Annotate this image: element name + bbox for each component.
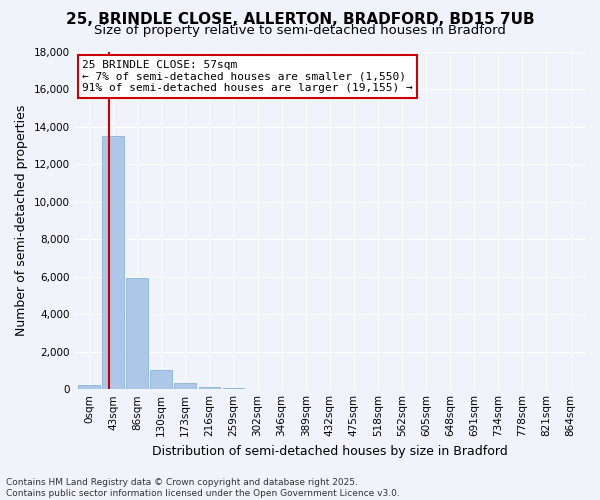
Y-axis label: Number of semi-detached properties: Number of semi-detached properties (15, 104, 28, 336)
X-axis label: Distribution of semi-detached houses by size in Bradford: Distribution of semi-detached houses by … (152, 444, 508, 458)
Bar (223, 388, 244, 389)
Bar (78, 386, 100, 389)
Bar (151, 370, 172, 389)
Text: 25, BRINDLE CLOSE, ALLERTON, BRADFORD, BD15 7UB: 25, BRINDLE CLOSE, ALLERTON, BRADFORD, B… (65, 12, 535, 28)
Text: 25 BRINDLE CLOSE: 57sqm
← 7% of semi-detached houses are smaller (1,550)
91% of : 25 BRINDLE CLOSE: 57sqm ← 7% of semi-det… (82, 60, 413, 93)
Text: Size of property relative to semi-detached houses in Bradford: Size of property relative to semi-detach… (94, 24, 506, 37)
Bar (102, 136, 124, 389)
Text: Contains HM Land Registry data © Crown copyright and database right 2025.
Contai: Contains HM Land Registry data © Crown c… (6, 478, 400, 498)
Bar (175, 382, 196, 389)
Bar (199, 388, 220, 389)
Bar (127, 278, 148, 389)
